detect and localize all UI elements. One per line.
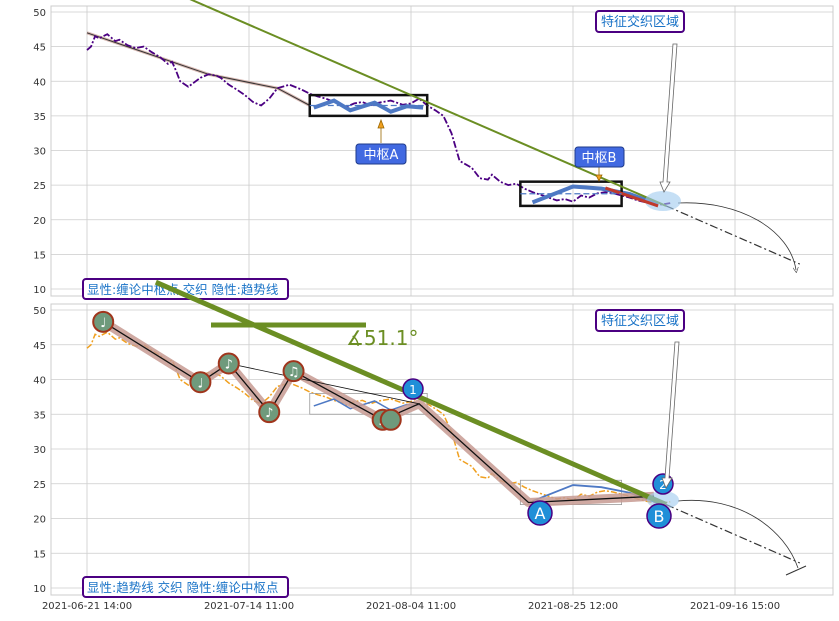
top-panel: 中枢A 中枢B 特征交织区域 显性:缠论中枢点 交织 隐性:趋势线 xyxy=(82,0,801,300)
marker-2-label: 2 xyxy=(659,478,667,492)
bottom-region-arrow xyxy=(661,341,680,489)
top-stroke-line xyxy=(86,32,311,106)
marker-1 xyxy=(402,378,424,400)
center-a-label: 中枢A xyxy=(364,148,399,163)
bottom-legend-text: 显性:趋势线 交织 隐性:缠论中枢点 xyxy=(87,580,278,595)
top-y-tick-30: 30 xyxy=(33,147,46,158)
pivot-glyph-4: ♫ xyxy=(288,365,300,380)
bottom-arc-cap xyxy=(785,565,807,576)
bot-y-tick-35: 35 xyxy=(33,410,46,421)
marker-a-label: A xyxy=(535,504,546,523)
pivot-glyph-1: ♩ xyxy=(197,376,203,391)
x-tick-3: 2021-08-25 12:00 xyxy=(528,601,618,612)
top-y-tick-20: 20 xyxy=(33,216,46,227)
x-tick-4: 2021-09-16 15:00 xyxy=(690,601,780,612)
pivot-point-extra xyxy=(379,408,402,431)
bot-y-tick-10: 10 xyxy=(33,584,46,595)
angle-label: ∡51.1° xyxy=(346,326,418,350)
x-tick-2: 2021-08-04 11:00 xyxy=(366,601,456,612)
bot-y-tick-40: 40 xyxy=(33,376,46,387)
bot-y-tick-15: 15 xyxy=(33,549,46,560)
pivot-point-3 xyxy=(258,401,281,424)
marker-a xyxy=(527,500,553,526)
top-price-series xyxy=(86,33,671,206)
top-y-tick-50: 50 xyxy=(33,8,46,19)
pivot-glyph-3: ♪ xyxy=(265,406,273,421)
marker-b-label: B xyxy=(654,507,665,526)
top-y-tick-15: 15 xyxy=(33,250,46,261)
bottom-panel-frame xyxy=(50,303,834,596)
x-tick-0: 2021-06-21 14:00 xyxy=(42,601,132,612)
pivot-point-0 xyxy=(92,310,115,333)
top-intersection-highlight xyxy=(645,191,681,211)
pivot-point-4 xyxy=(282,360,305,383)
top-y-tick-40: 40 xyxy=(33,77,46,88)
top-y-tick-45: 45 xyxy=(33,43,46,54)
center-a-segment xyxy=(313,98,424,114)
center-b-label-box xyxy=(574,146,625,168)
pivot-point-1 xyxy=(189,371,212,394)
bot-y-tick-50: 50 xyxy=(33,306,46,317)
pivot-glyph-0: ♩ xyxy=(100,316,106,331)
bottom-legend-box xyxy=(82,576,289,598)
top-region-label-box xyxy=(595,10,685,33)
x-tick-1: 2021-07-14 11:00 xyxy=(204,601,294,612)
center-b-label: 中枢B xyxy=(582,151,617,166)
center-a-arrow xyxy=(377,118,385,143)
pivot-glyph-2: ♪ xyxy=(225,358,233,373)
top-projection-arc xyxy=(677,202,796,270)
center-b-tail xyxy=(604,186,659,208)
top-y-tick-10: 10 xyxy=(33,285,46,296)
bot-y-tick-45: 45 xyxy=(33,341,46,352)
top-panel-frame xyxy=(50,5,834,297)
center-a-label-box xyxy=(355,143,407,165)
bottom-region-label: 特征交织区域 xyxy=(601,313,679,329)
top-y-tick-25: 25 xyxy=(33,181,46,192)
marker-1-label: 1 xyxy=(409,383,417,397)
top-y-tick-35: 35 xyxy=(33,112,46,123)
marker-b xyxy=(646,503,672,529)
center-b-arrow xyxy=(595,167,603,182)
top-region-label: 特征交织区域 xyxy=(601,14,679,30)
bot-y-tick-25: 25 xyxy=(33,480,46,491)
top-trendline xyxy=(189,0,667,207)
bottom-projection-arc xyxy=(677,499,799,569)
top-region-arrow xyxy=(659,43,678,193)
bottom-region-label-box xyxy=(595,309,685,332)
top-legend-box xyxy=(82,278,289,300)
bot-y-tick-20: 20 xyxy=(33,515,46,526)
bot-y-tick-30: 30 xyxy=(33,445,46,456)
top-legend-text: 显性:缠论中枢点 交织 隐性:趋势线 xyxy=(87,282,279,297)
pivot-point-2 xyxy=(217,352,240,375)
center-b-segment xyxy=(531,184,659,207)
bottom-thin-line xyxy=(228,363,420,405)
bottom-panel: ∡51.1° ♩♩♪♪♫♫ 1 2 A B 特征交织区域 显性:趋势线 交织 隐… xyxy=(82,279,807,598)
